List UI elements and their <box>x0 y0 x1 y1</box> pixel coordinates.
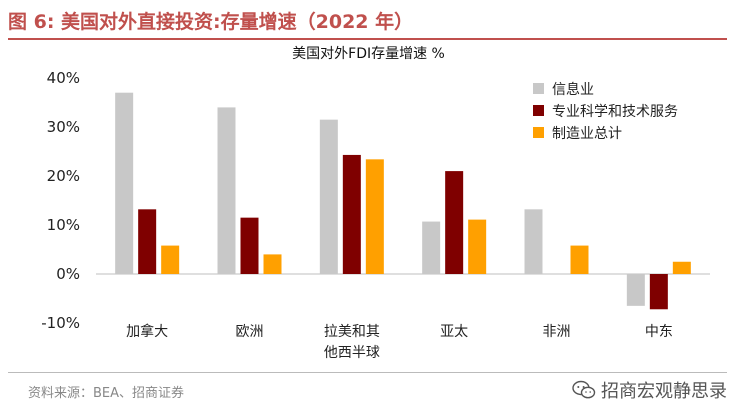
bar <box>422 221 441 274</box>
figure-header: 图 6: 美国对外直接投资:存量增速（2022 年） <box>8 4 727 40</box>
y-tick-label: 20% <box>47 167 80 185</box>
legend-label: 专业科学和技术服务 <box>552 104 678 120</box>
watermark: 招商宏观静思录 <box>572 377 727 403</box>
bar <box>217 107 236 275</box>
x-tick-label: 非洲 <box>543 324 571 340</box>
bar <box>115 92 134 274</box>
x-tick-label: 拉美和其 <box>324 324 380 340</box>
y-tick-label: 40% <box>47 69 80 87</box>
bar <box>524 209 543 274</box>
x-tick-label: 加拿大 <box>126 323 168 340</box>
legend-label: 信息业 <box>552 81 594 98</box>
legend-swatch <box>533 105 544 116</box>
bar <box>649 274 668 310</box>
bar <box>263 254 282 274</box>
x-tick-label: 他西半球 <box>324 345 380 361</box>
chart-title: 美国对外FDI存量增速 % <box>292 46 445 62</box>
bar <box>138 209 157 274</box>
bar <box>672 261 691 274</box>
y-tick-label: -10% <box>41 314 80 332</box>
x-tick-label: 欧洲 <box>236 324 264 340</box>
y-tick-label: 30% <box>47 118 80 136</box>
y-tick-label: 0% <box>56 265 80 283</box>
figure-title: 图 6: 美国对外直接投资:存量增速（2022 年） <box>8 11 414 33</box>
watermark-label: 招商宏观静思录 <box>601 381 727 402</box>
legend-swatch <box>533 83 544 94</box>
bar <box>468 219 487 274</box>
legend-label: 制造业总计 <box>552 126 622 142</box>
x-tick-label: 中东 <box>645 324 673 340</box>
bar <box>342 154 361 274</box>
bar <box>445 171 464 274</box>
x-tick-label: 亚太 <box>440 324 468 340</box>
y-tick-label: 10% <box>47 216 80 234</box>
bar <box>161 245 180 274</box>
figure-footer: 资料来源：BEA、招商证券 招商宏观静思录 <box>8 372 727 409</box>
bar <box>626 274 645 306</box>
bar <box>240 217 259 274</box>
bar <box>319 119 338 275</box>
source-note: 资料来源：BEA、招商证券 <box>28 386 185 401</box>
wechat-icon <box>572 380 596 399</box>
bar <box>570 245 589 274</box>
legend-swatch <box>533 127 544 138</box>
bar <box>365 159 384 274</box>
